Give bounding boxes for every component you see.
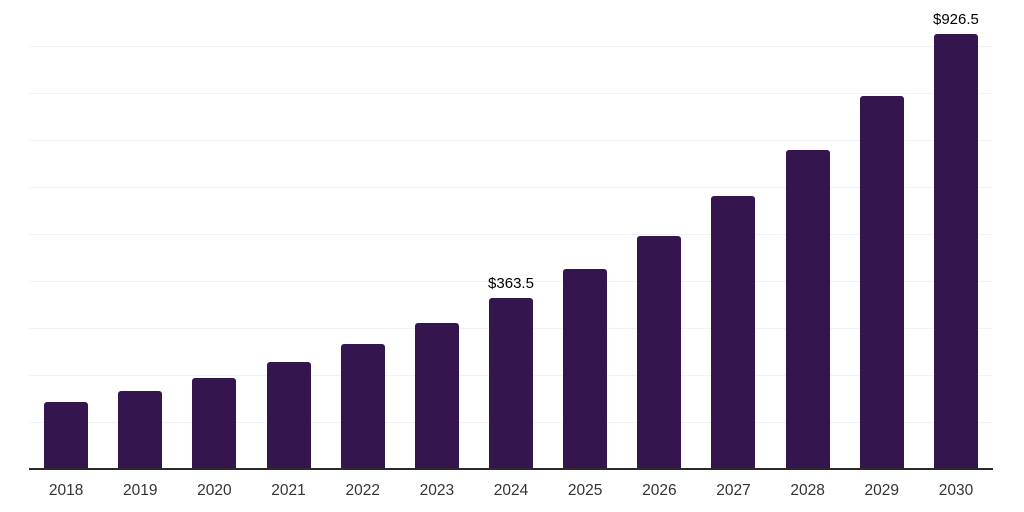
bar-2022: [340, 343, 385, 469]
x-axis-label-2021: 2021: [271, 482, 306, 499]
x-axis-label-2029: 2029: [864, 482, 900, 499]
bar-2025: [563, 269, 608, 469]
bar-2030: [933, 33, 978, 469]
bar-2029: [859, 96, 904, 469]
x-axis-line: [29, 468, 993, 470]
x-axis-label-2018: 2018: [48, 482, 84, 499]
x-axis-label-2022: 2022: [345, 482, 380, 499]
bar-2021: [266, 362, 311, 469]
x-axis-label-2028: 2028: [790, 482, 825, 499]
x-axis-label-2027: 2027: [716, 482, 751, 499]
gridline: [29, 187, 993, 188]
x-axis-label-2026: 2026: [642, 482, 677, 499]
gridline: [29, 46, 993, 47]
x-axis-label-2024: 2024: [493, 482, 529, 499]
gridline: [29, 281, 993, 282]
x-axis-label-2023: 2023: [419, 482, 455, 499]
plot-area: $363.5 $926.5: [29, 0, 993, 470]
x-axis-label-2025: 2025: [567, 482, 603, 499]
gridline: [29, 93, 993, 94]
x-axis-tick-labels: 2018 2019 2020 2021 2022 2023 2024 2025 2026 2027…: [29, 482, 993, 500]
x-axis-label-2019: 2019: [122, 482, 158, 499]
bar-2026: [637, 235, 682, 469]
bar-2020: [192, 377, 237, 469]
x-axis-label-2020: 2020: [197, 482, 232, 499]
value-label-2030: $926.5: [932, 10, 979, 28]
bar-2019: [118, 390, 163, 469]
gridline: [29, 234, 993, 235]
x-axis-label-2030: 2030: [938, 482, 974, 499]
bar-2024: [489, 298, 533, 469]
bar-2027: [711, 196, 756, 469]
bar-2018: [44, 402, 89, 469]
bar-2023: [414, 322, 459, 469]
gridline: [29, 140, 993, 141]
value-label-2024: $363.5: [488, 275, 534, 293]
bar-2028: [785, 150, 830, 469]
